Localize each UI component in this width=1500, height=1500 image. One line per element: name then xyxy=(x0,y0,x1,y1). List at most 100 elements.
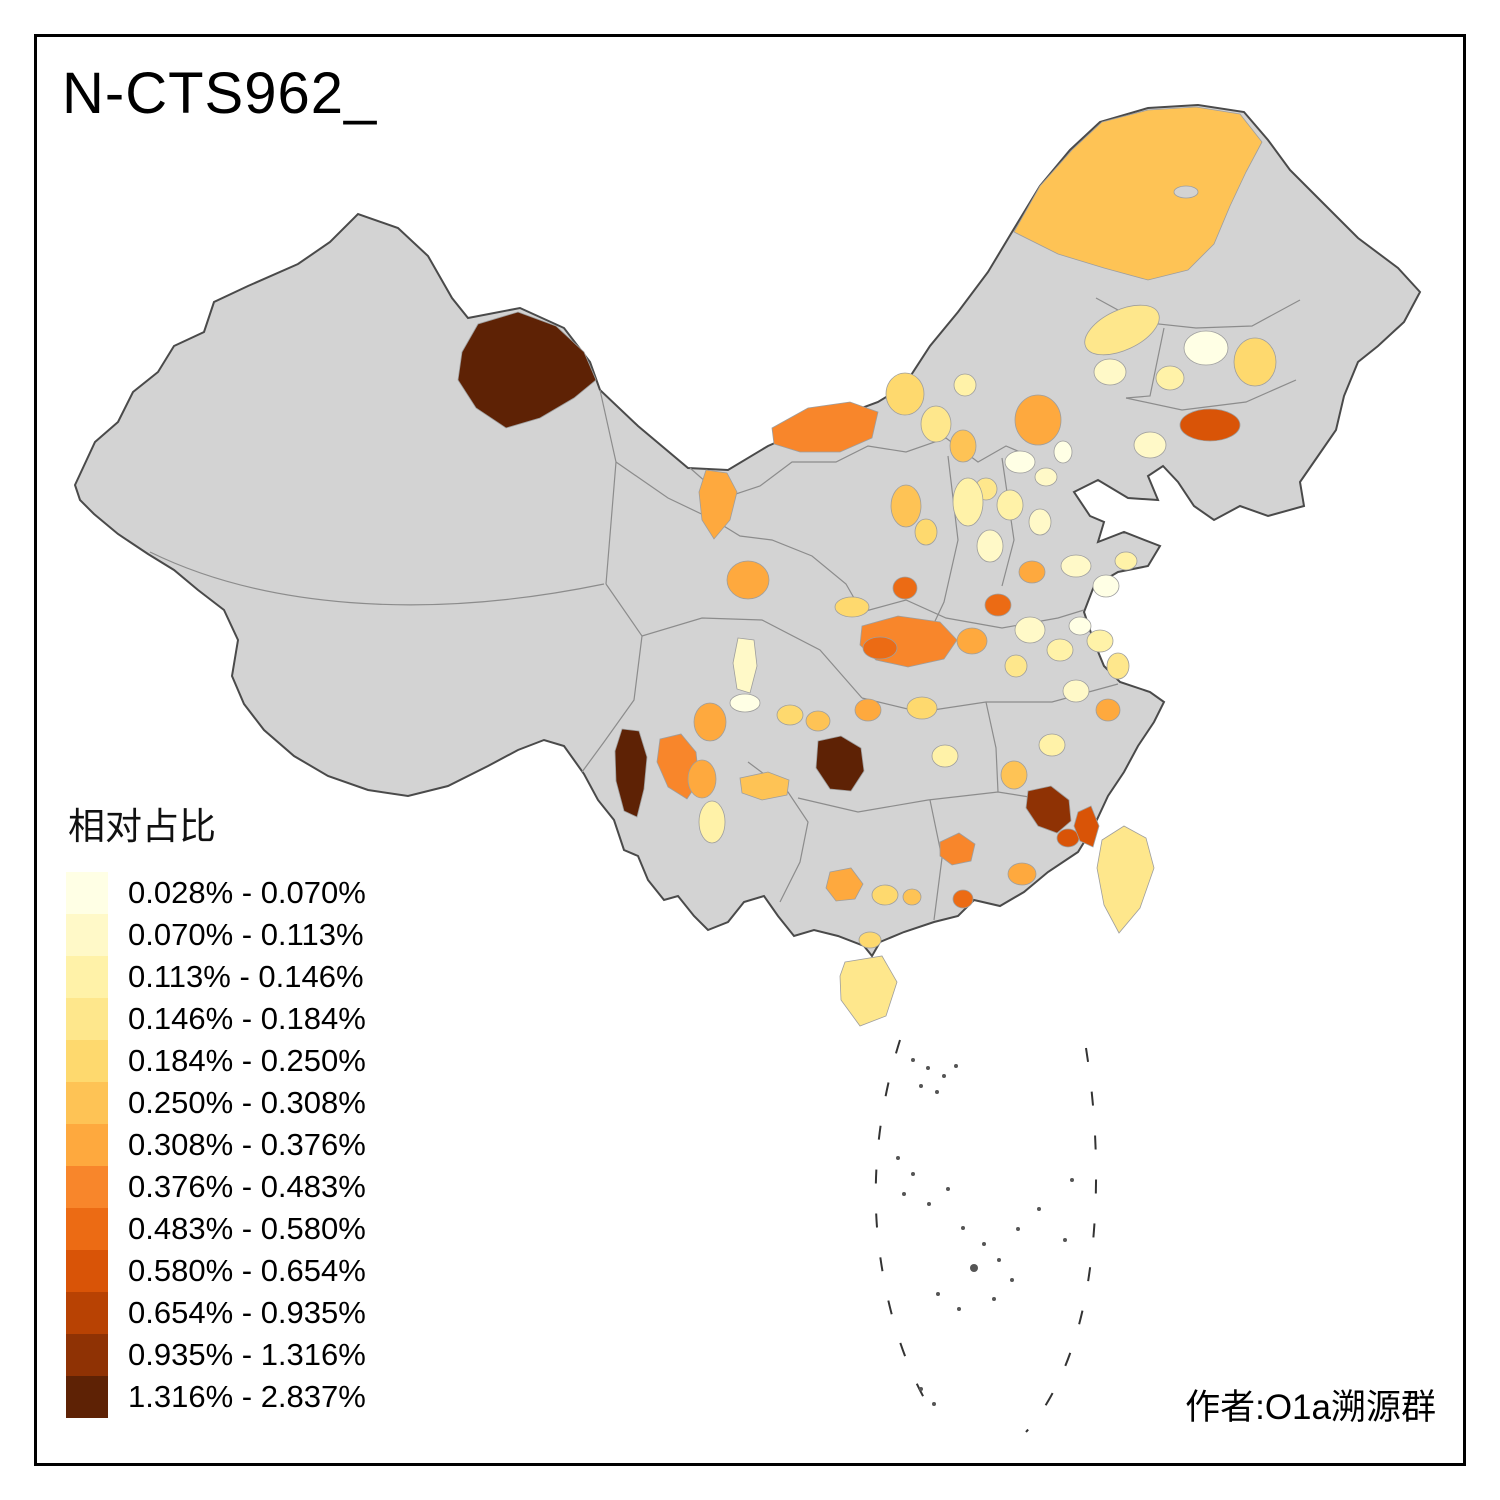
legend: 相对占比 0.028% - 0.070% 0.070% - 0.113% 0.1… xyxy=(66,796,366,1418)
map-region xyxy=(952,889,974,909)
map-region xyxy=(1106,652,1130,680)
map-region xyxy=(825,867,864,902)
nine-dash-line xyxy=(874,1039,1098,1433)
legend-label: 0.308% - 0.376% xyxy=(128,1127,366,1162)
map-region xyxy=(1233,337,1277,387)
map-region xyxy=(771,401,879,453)
map-region xyxy=(698,800,726,844)
legend-swatch xyxy=(66,1208,108,1250)
map-region xyxy=(732,637,758,694)
legend-item: 0.580% - 0.654% xyxy=(66,1250,366,1292)
legend-swatch xyxy=(66,998,108,1040)
map-region xyxy=(1062,679,1090,703)
legend-swatch xyxy=(66,956,108,998)
map-region xyxy=(1095,698,1121,722)
legend-swatch xyxy=(66,1166,108,1208)
map-region xyxy=(1183,330,1229,366)
map-region xyxy=(976,529,1004,563)
legend-title: 相对占比 xyxy=(68,806,216,847)
legend-label: 1.316% - 2.837% xyxy=(128,1379,366,1414)
map-region xyxy=(906,696,938,720)
map-region xyxy=(687,759,717,799)
map-region xyxy=(1060,554,1092,578)
map-region xyxy=(1086,629,1114,653)
prefecture-regions xyxy=(457,106,1277,1027)
map-region xyxy=(890,484,922,528)
map-region xyxy=(815,735,865,792)
legend-label: 0.654% - 0.935% xyxy=(128,1295,366,1330)
legend-swatch xyxy=(66,1040,108,1082)
map-region xyxy=(854,698,882,722)
legend-label: 0.483% - 0.580% xyxy=(128,1211,366,1246)
map-region xyxy=(1056,828,1080,848)
map-region xyxy=(1179,408,1241,442)
map-region xyxy=(1004,654,1028,678)
map-region xyxy=(996,489,1024,521)
map-region xyxy=(834,596,870,618)
map-region xyxy=(892,576,918,600)
map-region xyxy=(729,693,761,713)
map-region xyxy=(1114,551,1138,571)
legend-item: 0.184% - 0.250% xyxy=(66,1040,366,1082)
legend-item: 0.376% - 0.483% xyxy=(66,1166,366,1208)
map-region xyxy=(1133,431,1167,459)
legend-item: 1.316% - 2.837% xyxy=(66,1376,366,1418)
map-region xyxy=(1014,616,1046,644)
map-region xyxy=(726,560,770,600)
map-region xyxy=(931,744,959,768)
legend-label: 0.580% - 0.654% xyxy=(128,1253,366,1288)
map-region xyxy=(805,710,831,732)
plot-title: N-CTS962_ xyxy=(62,61,378,126)
attribution: 作者:O1a溯源群 xyxy=(1185,1388,1436,1427)
taiwan-region xyxy=(1096,825,1155,934)
map-region xyxy=(1173,185,1199,199)
map-region xyxy=(862,636,898,660)
legend-item: 0.308% - 0.376% xyxy=(66,1124,366,1166)
legend-swatch xyxy=(66,1292,108,1334)
legend-swatch xyxy=(66,1124,108,1166)
legend-item: 0.250% - 0.308% xyxy=(66,1082,366,1124)
legend-item: 0.146% - 0.184% xyxy=(66,998,366,1040)
hainan-region xyxy=(839,955,898,1027)
map-region xyxy=(1093,358,1127,386)
map-region xyxy=(920,405,952,443)
map-region xyxy=(1155,365,1185,391)
legend-swatch xyxy=(66,1250,108,1292)
legend-items: 0.028% - 0.070% 0.070% - 0.113% 0.113% -… xyxy=(66,872,366,1418)
map-region xyxy=(1053,440,1073,464)
legend-label: 0.376% - 0.483% xyxy=(128,1169,366,1204)
legend-label: 0.146% - 0.184% xyxy=(128,1001,366,1036)
island-dots xyxy=(896,1058,1074,1406)
legend-item: 0.070% - 0.113% xyxy=(66,914,366,956)
legend-label: 0.935% - 1.316% xyxy=(128,1337,366,1372)
map-region xyxy=(1038,733,1066,757)
plot-frame xyxy=(34,34,1466,1466)
country-outline xyxy=(73,103,1422,958)
legend-swatch xyxy=(66,1376,108,1418)
legend-label: 0.028% - 0.070% xyxy=(128,875,366,910)
map-region xyxy=(1000,760,1028,790)
legend-swatch xyxy=(66,1082,108,1124)
legend-item: 0.028% - 0.070% xyxy=(66,872,366,914)
map-region xyxy=(1068,616,1092,636)
legend-item: 0.654% - 0.935% xyxy=(66,1292,366,1334)
map-region xyxy=(858,931,882,949)
legend-label: 0.250% - 0.308% xyxy=(128,1085,366,1120)
legend-swatch xyxy=(66,872,108,914)
map-region xyxy=(1084,304,1160,356)
map-region xyxy=(739,771,790,801)
map-region xyxy=(1028,508,1052,536)
legend-swatch xyxy=(66,914,108,956)
legend-item: 0.483% - 0.580% xyxy=(66,1208,366,1250)
map-region xyxy=(984,593,1012,617)
map-region xyxy=(953,373,977,397)
map-region xyxy=(776,704,804,726)
map-region xyxy=(1092,574,1120,598)
map-region xyxy=(1004,450,1036,474)
map-region xyxy=(1014,394,1062,446)
legend-item: 0.935% - 1.316% xyxy=(66,1334,366,1376)
map-region xyxy=(693,702,727,742)
map-region xyxy=(457,311,597,429)
